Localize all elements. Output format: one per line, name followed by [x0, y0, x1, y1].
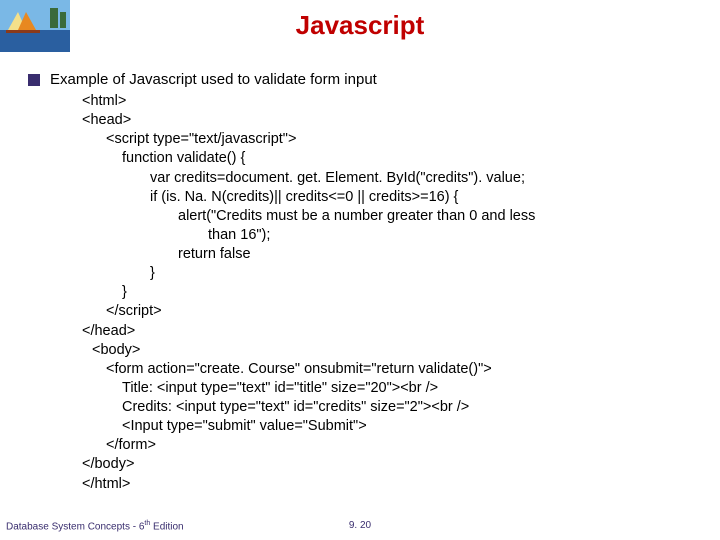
- footer-page-number: 9. 20: [349, 520, 371, 531]
- code-block: <html> <head> <script type="text/javascr…: [28, 92, 692, 494]
- code-line: </body>: [82, 455, 692, 474]
- code-line: Title: <input type="text" id="title" siz…: [82, 379, 692, 398]
- code-line: }: [82, 264, 692, 283]
- slide-title: Javascript: [0, 0, 720, 71]
- code-line: <html>: [82, 92, 692, 111]
- slide-footer: Database System Concepts - 6th Edition 9…: [0, 520, 720, 532]
- footer-text-post: Edition: [150, 521, 183, 532]
- logo-image: [0, 0, 70, 52]
- code-line: <script type="text/javascript">: [82, 130, 692, 149]
- code-line: return false: [82, 245, 692, 264]
- code-line: </script>: [82, 302, 692, 321]
- square-bullet-icon: [28, 74, 40, 86]
- code-line: }: [82, 283, 692, 302]
- code-line: <form action="create. Course" onsubmit="…: [82, 360, 692, 379]
- slide-content: Example of Javascript used to validate f…: [0, 71, 720, 494]
- code-line: function validate() {: [82, 149, 692, 168]
- code-line: Credits: <input type="text" id="credits"…: [82, 398, 692, 417]
- code-line: <Input type="submit" value="Submit">: [82, 417, 692, 436]
- intro-text: Example of Javascript used to validate f…: [50, 71, 377, 88]
- code-line: <head>: [82, 111, 692, 130]
- code-line: </html>: [82, 475, 692, 494]
- code-line: </head>: [82, 322, 692, 341]
- footer-left: Database System Concepts - 6th Edition: [0, 520, 184, 532]
- bullet-row: Example of Javascript used to validate f…: [28, 71, 692, 88]
- code-line: </form>: [82, 436, 692, 455]
- code-line: than 16");: [82, 226, 692, 245]
- code-line: alert("Credits must be a number greater …: [82, 207, 692, 226]
- code-line: var credits=document. get. Element. ById…: [82, 169, 692, 188]
- footer-text-pre: Database System Concepts - 6: [6, 521, 144, 532]
- code-line: if (is. Na. N(credits)|| credits<=0 || c…: [82, 188, 692, 207]
- code-line: <body>: [82, 341, 692, 360]
